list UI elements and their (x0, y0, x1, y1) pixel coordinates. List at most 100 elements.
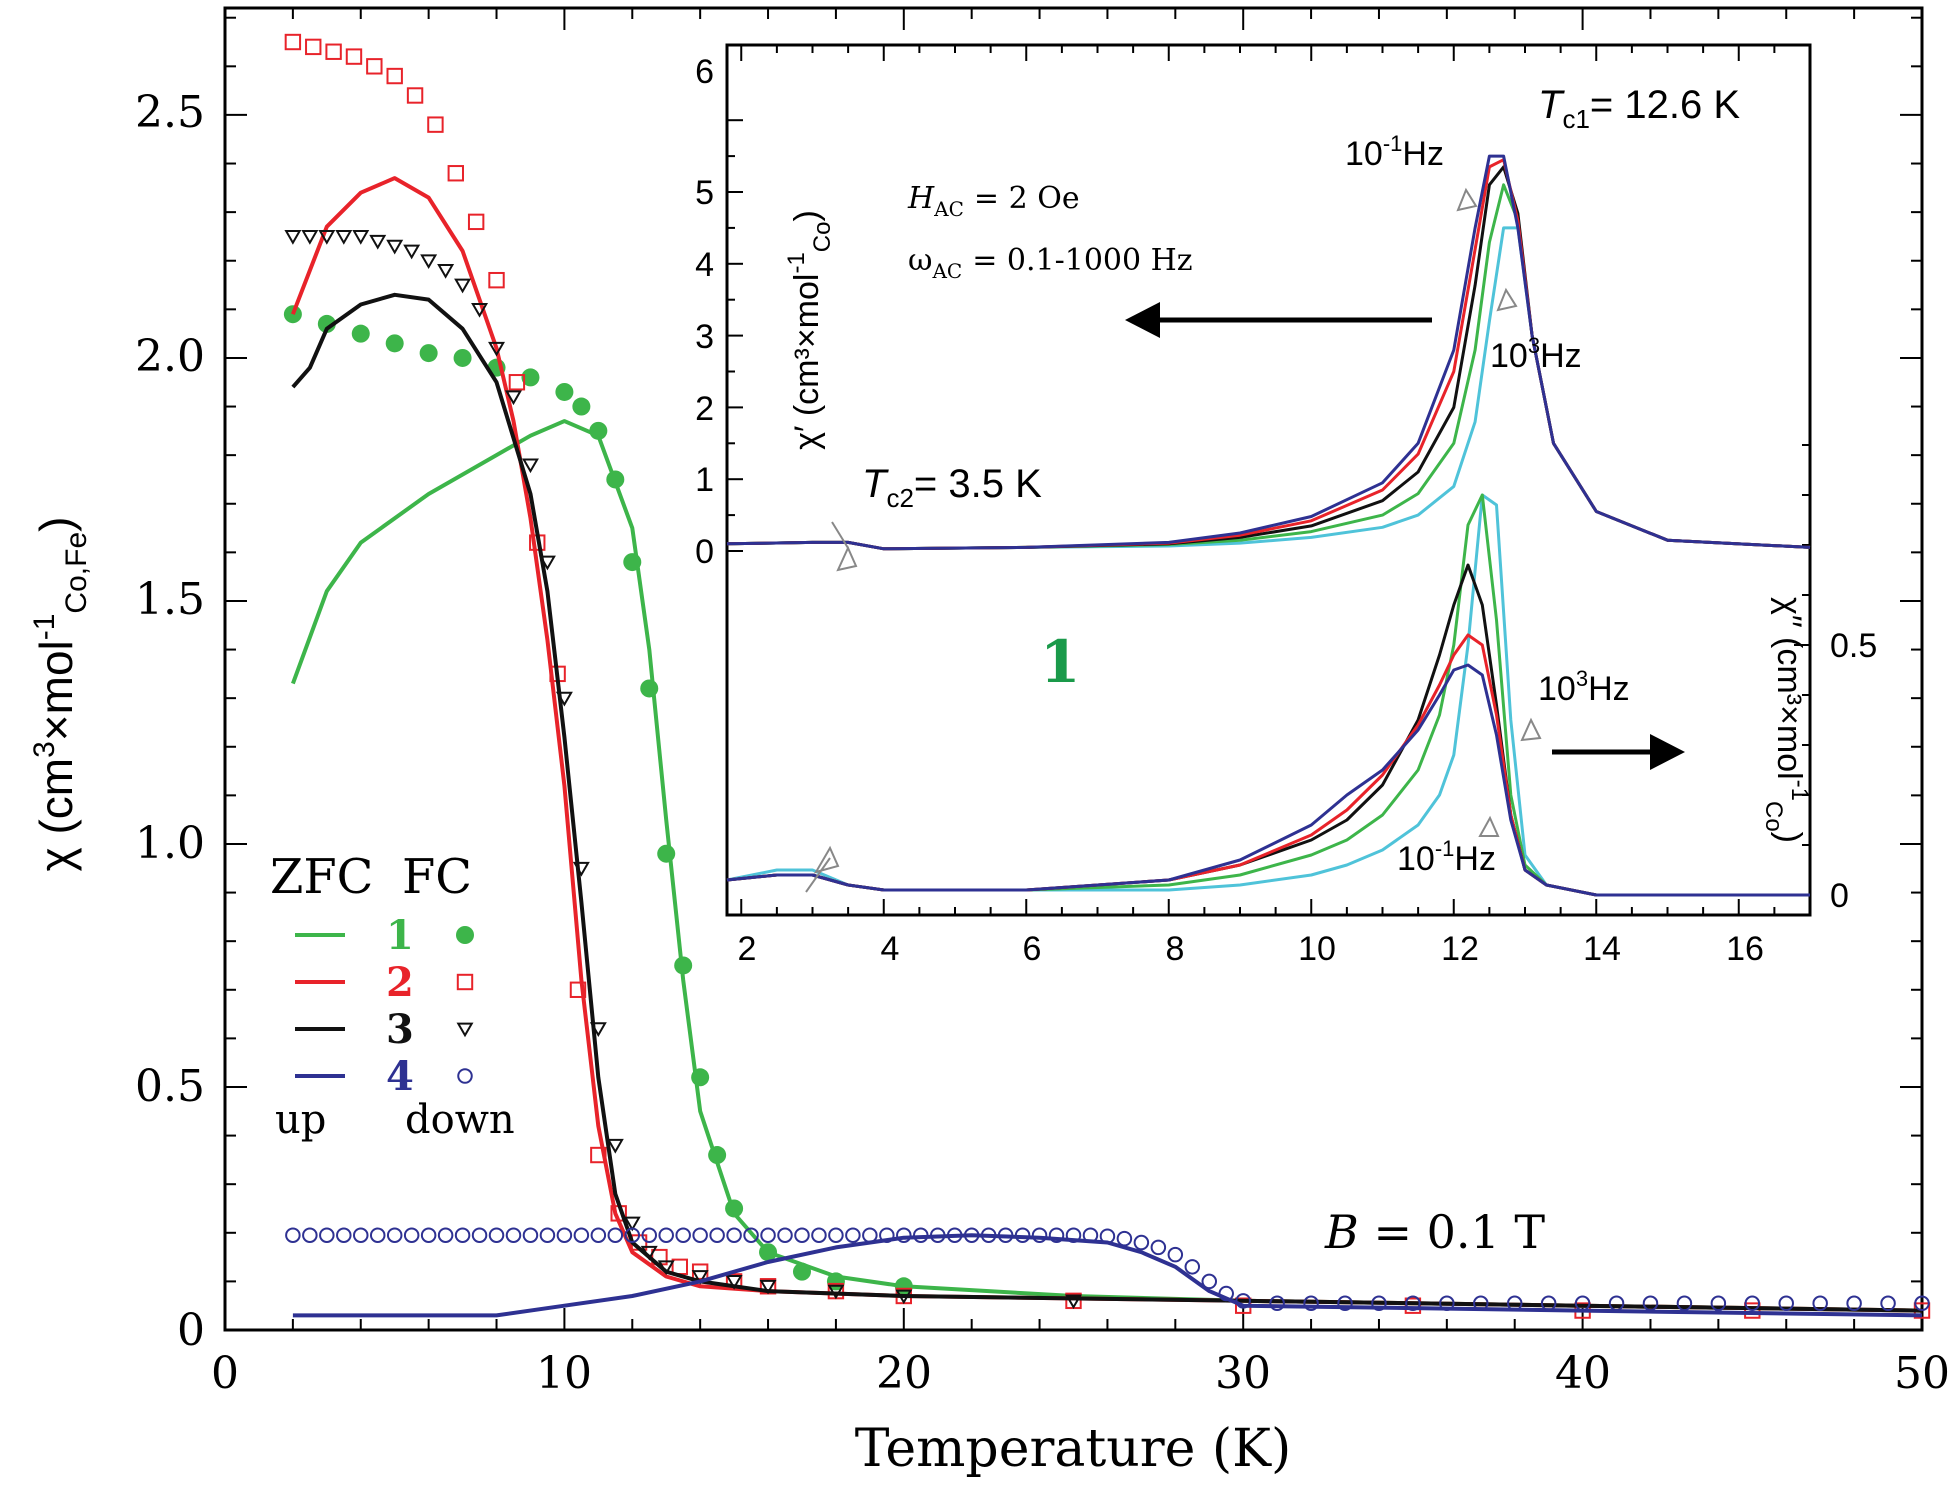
pointer-low-top (1456, 187, 1478, 212)
inset-series-group (726, 154, 1811, 897)
data-point-open-circle (794, 1227, 810, 1243)
data-point-open-circle (1082, 1227, 1099, 1243)
x-tick-label: 10 (536, 1348, 592, 1399)
inset-right-tick: 0.5 (1830, 627, 1877, 665)
data-point-open-square (488, 271, 505, 289)
data-point-filled-circle (555, 382, 574, 401)
x-tick-label: 50 (1894, 1348, 1950, 1399)
inset-x-tick: 14 (1583, 930, 1621, 968)
data-point-open-triangle (759, 1279, 777, 1295)
data-point-open-square (427, 116, 444, 133)
freq-high-top-label: 103Hz (1490, 333, 1582, 375)
y-tick-label: 0.5 (135, 1061, 205, 1112)
data-point-open-circle (556, 1227, 573, 1243)
svg-text:χ′ (cm³×mol-1Co): χ′ (cm³×mol-1Co) (783, 210, 836, 450)
inset-right-ylabel: χ′′ (cm³×mol-1Co) (1760, 597, 1813, 843)
data-point-open-circle (1473, 1295, 1489, 1312)
pointer-high-top (1496, 287, 1518, 312)
data-point-open-circle (505, 1227, 522, 1243)
inset-left-ylabel: χ′ (cm³×mol-1Co) (783, 210, 836, 450)
freq-low-top-sup: -1 (1383, 131, 1403, 156)
legend-series-number: 1 (386, 912, 414, 959)
data-point-open-circle (896, 1227, 912, 1243)
data-point-open-circle (1371, 1295, 1387, 1312)
data-point-open-triangle (623, 1216, 641, 1232)
inset-axis-ticks (727, 45, 1811, 915)
data-point-open-circle (1778, 1295, 1794, 1312)
arrow-left (1125, 302, 1432, 338)
data-point-open-square (366, 58, 383, 75)
data-point-open-circle (1405, 1295, 1421, 1312)
freq-high-bot-label: 103Hz (1538, 666, 1630, 708)
data-point-open-triangle (488, 341, 506, 357)
y-axis-label: χ (cm3×mol-1Co,Fe) (28, 517, 93, 872)
data-point-open-circle (403, 1227, 420, 1243)
data-point-open-circle (1116, 1230, 1133, 1247)
data-point-open-circle (1048, 1227, 1065, 1243)
data-point-open-circle (457, 1068, 473, 1084)
tc2-annotation: Tc2= 3.5 K (862, 462, 1042, 513)
inset-left-tick: 5 (695, 174, 714, 212)
main-x-tick-labels: 0 10 20 30 40 50 (211, 1348, 1950, 1399)
series-line (292, 1233, 1923, 1318)
data-point-open-circle (607, 1227, 624, 1243)
data-point-open-circle (1150, 1239, 1167, 1256)
data-point-open-triangle (555, 691, 573, 707)
data-point-open-triangle (318, 230, 336, 245)
legend-down-label: down (405, 1097, 515, 1143)
inset-left-tick-labels: 0 1 2 3 4 5 6 (695, 53, 714, 571)
inset-left-tick: 0 (695, 533, 714, 571)
data-point-open-circle (302, 1227, 318, 1243)
data-point-open-circle (760, 1227, 776, 1243)
field-symbol: B (1324, 1205, 1359, 1259)
wac-annotation: ωAC = 0.1-1000 Hz (908, 243, 1193, 283)
x-tick-label: 30 (1215, 1348, 1271, 1399)
data-point-open-circle (437, 1227, 454, 1243)
data-point-open-circle (828, 1227, 844, 1243)
pointer-ac-low-line (805, 857, 831, 893)
freq-low-bot-label: 10-1Hz (1397, 836, 1496, 878)
data-point-filled-circle (708, 1146, 727, 1165)
data-point-open-square (447, 165, 464, 182)
inset-real-line (726, 154, 1811, 551)
data-point-filled-circle (521, 368, 540, 387)
y-tick-label: 0 (177, 1305, 205, 1356)
data-point-filled-circle (623, 553, 642, 572)
data-point-open-square (569, 981, 587, 998)
data-point-filled-circle (351, 324, 370, 343)
data-point-open-circle (369, 1227, 386, 1243)
tc1-value: = 12.6 K (1590, 83, 1740, 127)
data-point-open-circle (692, 1227, 708, 1243)
data-point-open-circle (1812, 1295, 1828, 1312)
data-point-open-circle (539, 1227, 556, 1243)
inset-x-tick: 10 (1298, 930, 1336, 968)
inset-x-tick: 2 (738, 930, 757, 968)
x-tick-label: 0 (211, 1348, 239, 1399)
data-point-open-triangle (640, 1245, 658, 1261)
legend-series-number: 3 (386, 1006, 414, 1053)
wac-symbol: ω (908, 243, 932, 278)
data-point-filled-circle (419, 344, 438, 363)
data-point-open-circle (929, 1227, 946, 1243)
data-point-open-triangle (538, 555, 556, 571)
x-axis-label: Temperature (K) (855, 1419, 1292, 1479)
hac-annotation: HAC = 2 Oe (907, 181, 1080, 221)
data-point-open-circle (1235, 1293, 1251, 1309)
data-point-open-circle (946, 1227, 963, 1243)
data-point-open-square (508, 374, 526, 391)
data-point-open-triangle (505, 390, 522, 406)
inset-left-ylabel-sup: -1 (783, 252, 810, 273)
data-point-open-circle (624, 1227, 641, 1243)
inset-right-ylabel-sup: -1 (1786, 780, 1813, 801)
data-point-open-triangle (827, 1284, 845, 1300)
pointer-low-bot (1478, 815, 1500, 837)
y-label-main: χ (cm (30, 758, 82, 872)
arrow-right (1552, 734, 1685, 770)
data-point-open-circle (573, 1227, 590, 1243)
inset-right-tick: 0 (1830, 877, 1849, 915)
data-point-open-triangle (572, 861, 590, 877)
field-value: = 0.1 T (1373, 1205, 1545, 1259)
main-axis-ticks (224, 8, 1923, 1331)
data-point-filled-circle (385, 334, 404, 353)
data-point-open-circle (1439, 1295, 1455, 1312)
